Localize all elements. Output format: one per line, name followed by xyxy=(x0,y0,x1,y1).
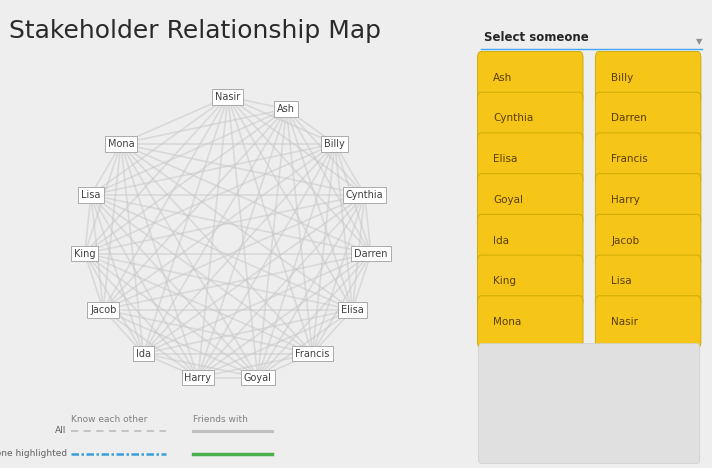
FancyBboxPatch shape xyxy=(595,92,701,145)
Text: Billy: Billy xyxy=(325,139,345,149)
Text: King: King xyxy=(74,249,95,258)
Text: All: All xyxy=(56,426,67,435)
Text: Mona: Mona xyxy=(493,317,522,327)
Text: King: King xyxy=(493,276,516,286)
Text: Lisa: Lisa xyxy=(612,276,632,286)
FancyBboxPatch shape xyxy=(478,255,583,307)
Text: Ida: Ida xyxy=(136,349,151,358)
Text: Stakeholder Relationship Map: Stakeholder Relationship Map xyxy=(9,19,382,43)
Text: Francis: Francis xyxy=(612,154,648,164)
Text: Jacob: Jacob xyxy=(612,235,639,246)
Text: Nasir: Nasir xyxy=(612,317,638,327)
Text: Mona: Mona xyxy=(108,139,135,149)
Text: Know each other: Know each other xyxy=(71,415,147,424)
FancyBboxPatch shape xyxy=(595,174,701,226)
FancyBboxPatch shape xyxy=(478,214,583,267)
Text: Billy: Billy xyxy=(612,73,634,83)
FancyBboxPatch shape xyxy=(478,296,583,348)
Text: Elisa: Elisa xyxy=(493,154,518,164)
FancyBboxPatch shape xyxy=(595,133,701,185)
Text: Ash: Ash xyxy=(493,73,513,83)
Text: Goyal: Goyal xyxy=(493,195,523,205)
FancyBboxPatch shape xyxy=(478,174,583,226)
Text: Jacob: Jacob xyxy=(90,305,117,314)
Text: Harry: Harry xyxy=(612,195,640,205)
Text: Cynthia: Cynthia xyxy=(493,113,533,124)
Text: Francis: Francis xyxy=(295,349,330,358)
Text: Darren: Darren xyxy=(354,249,387,258)
FancyBboxPatch shape xyxy=(478,133,583,185)
Text: Darren: Darren xyxy=(612,113,647,124)
Text: Ida: Ida xyxy=(493,235,509,246)
Text: Select someone: Select someone xyxy=(483,31,588,44)
Text: Goyal: Goyal xyxy=(244,373,272,382)
FancyBboxPatch shape xyxy=(595,51,701,104)
FancyBboxPatch shape xyxy=(478,92,583,145)
Text: Friends with: Friends with xyxy=(192,415,247,424)
Text: Harry: Harry xyxy=(184,373,211,382)
Text: Lisa: Lisa xyxy=(81,190,100,200)
Text: Elisa: Elisa xyxy=(341,305,364,314)
Text: Cynthia: Cynthia xyxy=(346,190,384,200)
Text: Ash: Ash xyxy=(278,104,295,114)
FancyBboxPatch shape xyxy=(595,255,701,307)
Text: Nasir: Nasir xyxy=(215,92,241,102)
FancyBboxPatch shape xyxy=(478,344,700,463)
FancyBboxPatch shape xyxy=(478,51,583,104)
Text: None highlighted: None highlighted xyxy=(0,449,67,458)
Text: ▼: ▼ xyxy=(696,37,702,46)
FancyBboxPatch shape xyxy=(595,296,701,348)
FancyBboxPatch shape xyxy=(595,214,701,267)
